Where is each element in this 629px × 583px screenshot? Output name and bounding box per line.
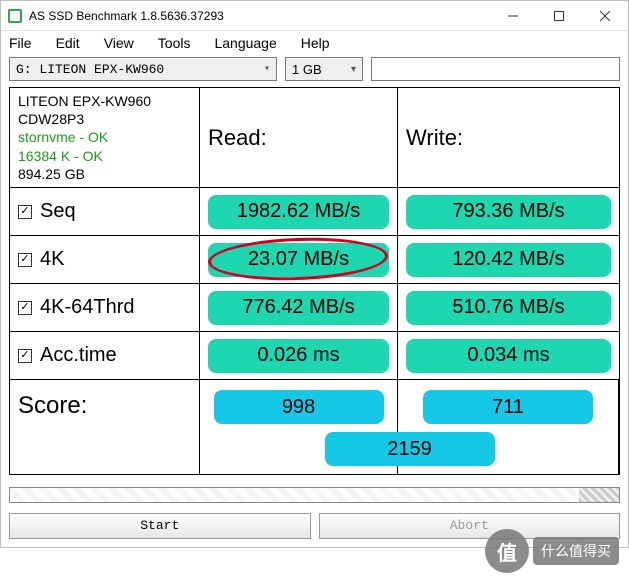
- chevron-down-icon: ▾: [264, 63, 270, 75]
- fourk64-label: 4K-64Thrd: [40, 296, 135, 319]
- seq-read-cell: 1982.62 MB/s: [200, 188, 398, 235]
- acc-label: Acc.time: [40, 344, 117, 367]
- row-seq: ✓ Seq 1982.62 MB/s 793.36 MB/s: [10, 188, 619, 236]
- acc-read-cell: 0.026 ms: [200, 332, 398, 379]
- fourk64-label-cell: ✓ 4K-64Thrd: [10, 284, 200, 331]
- score-total-wrap: 2159: [325, 432, 495, 466]
- fourk-checkbox[interactable]: ✓: [18, 253, 32, 267]
- header-row: LITEON EPX-KW960 CDW28P3 stornvme - OK 1…: [10, 88, 619, 188]
- toolbar: G: LITEON EPX-KW960 ▾ 1 GB ▾: [1, 57, 628, 87]
- start-button[interactable]: Start: [9, 513, 311, 539]
- score-label: Score:: [10, 380, 200, 474]
- menu-tools[interactable]: Tools: [158, 35, 191, 51]
- seq-write-value: 793.36 MB/s: [406, 195, 611, 229]
- fourk64-checkbox[interactable]: ✓: [18, 301, 32, 315]
- acc-label-cell: ✓ Acc.time: [10, 332, 200, 379]
- titlebar: AS SSD Benchmark 1.8.5636.37293: [1, 1, 628, 31]
- score-total-value: 2159: [325, 432, 495, 466]
- window-title: AS SSD Benchmark 1.8.5636.37293: [29, 9, 490, 23]
- menu-help[interactable]: Help: [301, 35, 330, 51]
- fourk-label: 4K: [40, 248, 64, 271]
- size-select-value: 1 GB: [292, 62, 322, 77]
- button-row: Start Abort: [1, 509, 628, 547]
- score-read-value: 998: [214, 390, 384, 424]
- write-header: Write:: [398, 88, 619, 187]
- window-controls: [490, 1, 628, 31]
- fourk-read-value: 23.07 MB/s: [208, 243, 389, 277]
- fourk-write-value: 120.42 MB/s: [406, 243, 611, 277]
- menu-edit[interactable]: Edit: [56, 35, 80, 51]
- alignment-status: 16384 K - OK: [18, 147, 103, 165]
- menu-view[interactable]: View: [104, 35, 134, 51]
- abort-button: Abort: [319, 513, 621, 539]
- filter-input[interactable]: [371, 57, 620, 81]
- progress-hatch: [579, 488, 619, 502]
- row-4k64: ✓ 4K-64Thrd 776.42 MB/s 510.76 MB/s: [10, 284, 619, 332]
- fourk-write-cell: 120.42 MB/s: [398, 236, 619, 283]
- drive-serial: CDW28P3: [18, 110, 84, 128]
- row-4k: ✓ 4K 23.07 MB/s 120.42 MB/s: [10, 236, 619, 284]
- minimize-button[interactable]: [490, 1, 536, 31]
- fourk64-write-cell: 510.76 MB/s: [398, 284, 619, 331]
- drive-info: LITEON EPX-KW960 CDW28P3 stornvme - OK 1…: [10, 88, 200, 187]
- seq-write-cell: 793.36 MB/s: [398, 188, 619, 235]
- menu-file[interactable]: File: [9, 35, 32, 51]
- app-window: AS SSD Benchmark 1.8.5636.37293 File Edi…: [0, 0, 629, 548]
- maximize-button[interactable]: [536, 1, 582, 31]
- menu-language[interactable]: Language: [214, 35, 276, 51]
- fourk64-read-cell: 776.42 MB/s: [200, 284, 398, 331]
- acc-read-value: 0.026 ms: [208, 339, 389, 373]
- acc-write-value: 0.034 ms: [406, 339, 611, 373]
- progress-bar: [9, 487, 620, 503]
- seq-label-cell: ✓ Seq: [10, 188, 200, 235]
- fourk64-read-value: 776.42 MB/s: [208, 291, 389, 325]
- app-icon: [7, 8, 23, 24]
- drive-capacity: 894.25 GB: [18, 165, 85, 183]
- fourk-read-cell: 23.07 MB/s: [200, 236, 398, 283]
- read-header: Read:: [200, 88, 398, 187]
- score-write-value: 711: [423, 390, 593, 424]
- drive-select-value: G: LITEON EPX-KW960: [16, 62, 164, 77]
- driver-status: stornvme - OK: [18, 128, 108, 146]
- acc-write-cell: 0.034 ms: [398, 332, 619, 379]
- row-score: Score: 998 711 2159: [10, 380, 619, 474]
- drive-select[interactable]: G: LITEON EPX-KW960 ▾: [9, 57, 277, 81]
- seq-read-value: 1982.62 MB/s: [208, 195, 389, 229]
- seq-label: Seq: [40, 200, 76, 223]
- chevron-down-icon: ▾: [351, 64, 356, 75]
- acc-checkbox[interactable]: ✓: [18, 349, 32, 363]
- close-button[interactable]: [582, 1, 628, 31]
- fourk-label-cell: ✓ 4K: [10, 236, 200, 283]
- drive-model: LITEON EPX-KW960: [18, 92, 151, 110]
- size-select[interactable]: 1 GB ▾: [285, 57, 363, 81]
- seq-checkbox[interactable]: ✓: [18, 205, 32, 219]
- menubar: File Edit View Tools Language Help: [1, 31, 628, 57]
- results-grid: LITEON EPX-KW960 CDW28P3 stornvme - OK 1…: [9, 87, 620, 475]
- row-acc: ✓ Acc.time 0.026 ms 0.034 ms: [10, 332, 619, 380]
- fourk64-write-value: 510.76 MB/s: [406, 291, 611, 325]
